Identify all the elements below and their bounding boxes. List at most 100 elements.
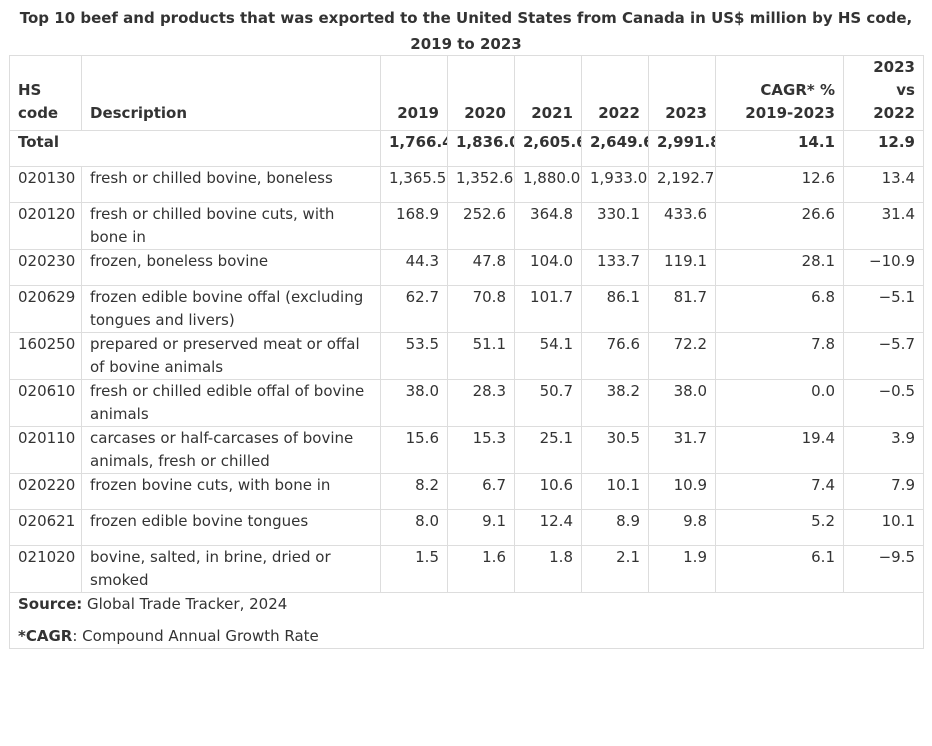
table-row: 020230 frozen, boneless bovine 44.3 47.8 104… (9, 249, 924, 286)
cell-y2022: 133.7 (581, 249, 649, 286)
cell-y2023: 433.6 (648, 202, 716, 250)
total-2023: 2,991.8 (648, 130, 716, 167)
cell-y2021: 101.7 (514, 285, 582, 333)
total-vs: 12.9 (843, 130, 924, 167)
cell-y2020: 28.3 (447, 379, 515, 427)
cagr-text: : Compound Annual Growth Rate (72, 627, 319, 645)
cell-desc: frozen bovine cuts, with bone in (81, 473, 381, 510)
table-row: 020110 carcases or half-carcases of bovin… (9, 426, 924, 474)
cell-desc: frozen edible bovine offal (excluding to… (81, 285, 381, 333)
cell-code: 160250 (9, 332, 82, 380)
cell-y2020: 1,352.6 (447, 166, 515, 203)
cell-y2022: 76.6 (581, 332, 649, 380)
header-2020: 2020 (447, 55, 515, 131)
cagr-note: *CAGR: Compound Annual Growth Rate (18, 625, 915, 648)
cell-y2021: 54.1 (514, 332, 582, 380)
cell-y2019: 38.0 (380, 379, 448, 427)
cell-y2022: 30.5 (581, 426, 649, 474)
cell-cagr: 28.1 (715, 249, 844, 286)
cell-cagr: 7.8 (715, 332, 844, 380)
table-row: 020220 frozen bovine cuts, with bone in 8.… (9, 473, 924, 510)
table-row: 160250 prepared or preserved meat or offa… (9, 332, 924, 380)
cell-y2019: 53.5 (380, 332, 448, 380)
cell-y2020: 51.1 (447, 332, 515, 380)
header-description: Description (81, 55, 381, 131)
cell-y2023: 2,192.7 (648, 166, 716, 203)
cell-cagr: 6.1 (715, 545, 844, 593)
cell-vs: −5.1 (843, 285, 924, 333)
cell-y2019: 62.7 (380, 285, 448, 333)
cell-y2020: 15.3 (447, 426, 515, 474)
cell-code: 021020 (9, 545, 82, 593)
total-row: Total 1,766.4 1,836.0 2,605.6 2,649.6 2,… (9, 130, 924, 167)
cell-y2023: 72.2 (648, 332, 716, 380)
cell-code: 020621 (9, 509, 82, 546)
cell-y2021: 104.0 (514, 249, 582, 286)
cell-cagr: 12.6 (715, 166, 844, 203)
cell-vs: −9.5 (843, 545, 924, 593)
cell-y2021: 12.4 (514, 509, 582, 546)
cell-desc: fresh or chilled edible offal of bovine … (81, 379, 381, 427)
cell-vs: 3.9 (843, 426, 924, 474)
header-2023: 2023 (648, 55, 716, 131)
table-caption: Top 10 beef and products that was export… (19, 9, 913, 53)
cell-desc: carcases or half-carcases of bovine anim… (81, 426, 381, 474)
cell-desc: fresh or chilled bovine, boneless (81, 166, 381, 203)
cell-desc: prepared or preserved meat or offal of b… (81, 332, 381, 380)
cell-y2019: 15.6 (380, 426, 448, 474)
cell-y2022: 8.9 (581, 509, 649, 546)
cell-y2021: 1.8 (514, 545, 582, 593)
cell-cagr: 26.6 (715, 202, 844, 250)
exports-table: HS code Description 2019 2020 2021 2022 … (9, 55, 924, 649)
cell-y2022: 86.1 (581, 285, 649, 333)
cell-desc: bovine, salted, in brine, dried or smoke… (81, 545, 381, 593)
total-2022: 2,649.6 (581, 130, 649, 167)
cell-code: 020130 (9, 166, 82, 203)
source-label: Source: (18, 595, 83, 613)
cell-vs: 7.9 (843, 473, 924, 510)
cell-y2020: 47.8 (447, 249, 515, 286)
total-cagr: 14.1 (715, 130, 844, 167)
cell-y2023: 81.7 (648, 285, 716, 333)
cell-y2019: 1.5 (380, 545, 448, 593)
cell-y2019: 168.9 (380, 202, 448, 250)
total-label: Total (9, 130, 381, 167)
cell-vs: 10.1 (843, 509, 924, 546)
cell-vs: −0.5 (843, 379, 924, 427)
cell-y2023: 38.0 (648, 379, 716, 427)
cell-code: 020230 (9, 249, 82, 286)
cell-y2020: 6.7 (447, 473, 515, 510)
table-row: 020130 fresh or chilled bovine, boneless 1… (9, 166, 924, 203)
cell-y2023: 10.9 (648, 473, 716, 510)
cell-desc: frozen edible bovine tongues (81, 509, 381, 546)
cell-y2021: 10.6 (514, 473, 582, 510)
cell-y2020: 9.1 (447, 509, 515, 546)
cell-y2019: 8.2 (380, 473, 448, 510)
header-hs-code: HS code (9, 55, 82, 131)
total-2021: 2,605.6 (514, 130, 582, 167)
cell-code: 020610 (9, 379, 82, 427)
cell-y2021: 1,880.0 (514, 166, 582, 203)
cell-code: 020120 (9, 202, 82, 250)
cell-code: 020220 (9, 473, 82, 510)
cagr-label: *CAGR (18, 627, 73, 645)
header-cagr: CAGR* % 2019-2023 (715, 55, 844, 131)
cell-y2019: 44.3 (380, 249, 448, 286)
total-2019: 1,766.4 (380, 130, 448, 167)
header-2022: 2022 (581, 55, 649, 131)
source-text: Global Trade Tracker, 2024 (82, 595, 288, 613)
cell-y2022: 2.1 (581, 545, 649, 593)
cell-vs: −5.7 (843, 332, 924, 380)
cell-y2021: 50.7 (514, 379, 582, 427)
footnotes: Source: Global Trade Tracker, 2024 *CAGR… (9, 592, 924, 649)
cell-y2019: 1,365.5 (380, 166, 448, 203)
cell-desc: frozen, boneless bovine (81, 249, 381, 286)
cell-y2023: 31.7 (648, 426, 716, 474)
cell-y2023: 119.1 (648, 249, 716, 286)
cell-y2021: 25.1 (514, 426, 582, 474)
cell-code: 020629 (9, 285, 82, 333)
cell-vs: 13.4 (843, 166, 924, 203)
cell-cagr: 19.4 (715, 426, 844, 474)
table-row: 020120 fresh or chilled bovine cuts, with… (9, 202, 924, 250)
